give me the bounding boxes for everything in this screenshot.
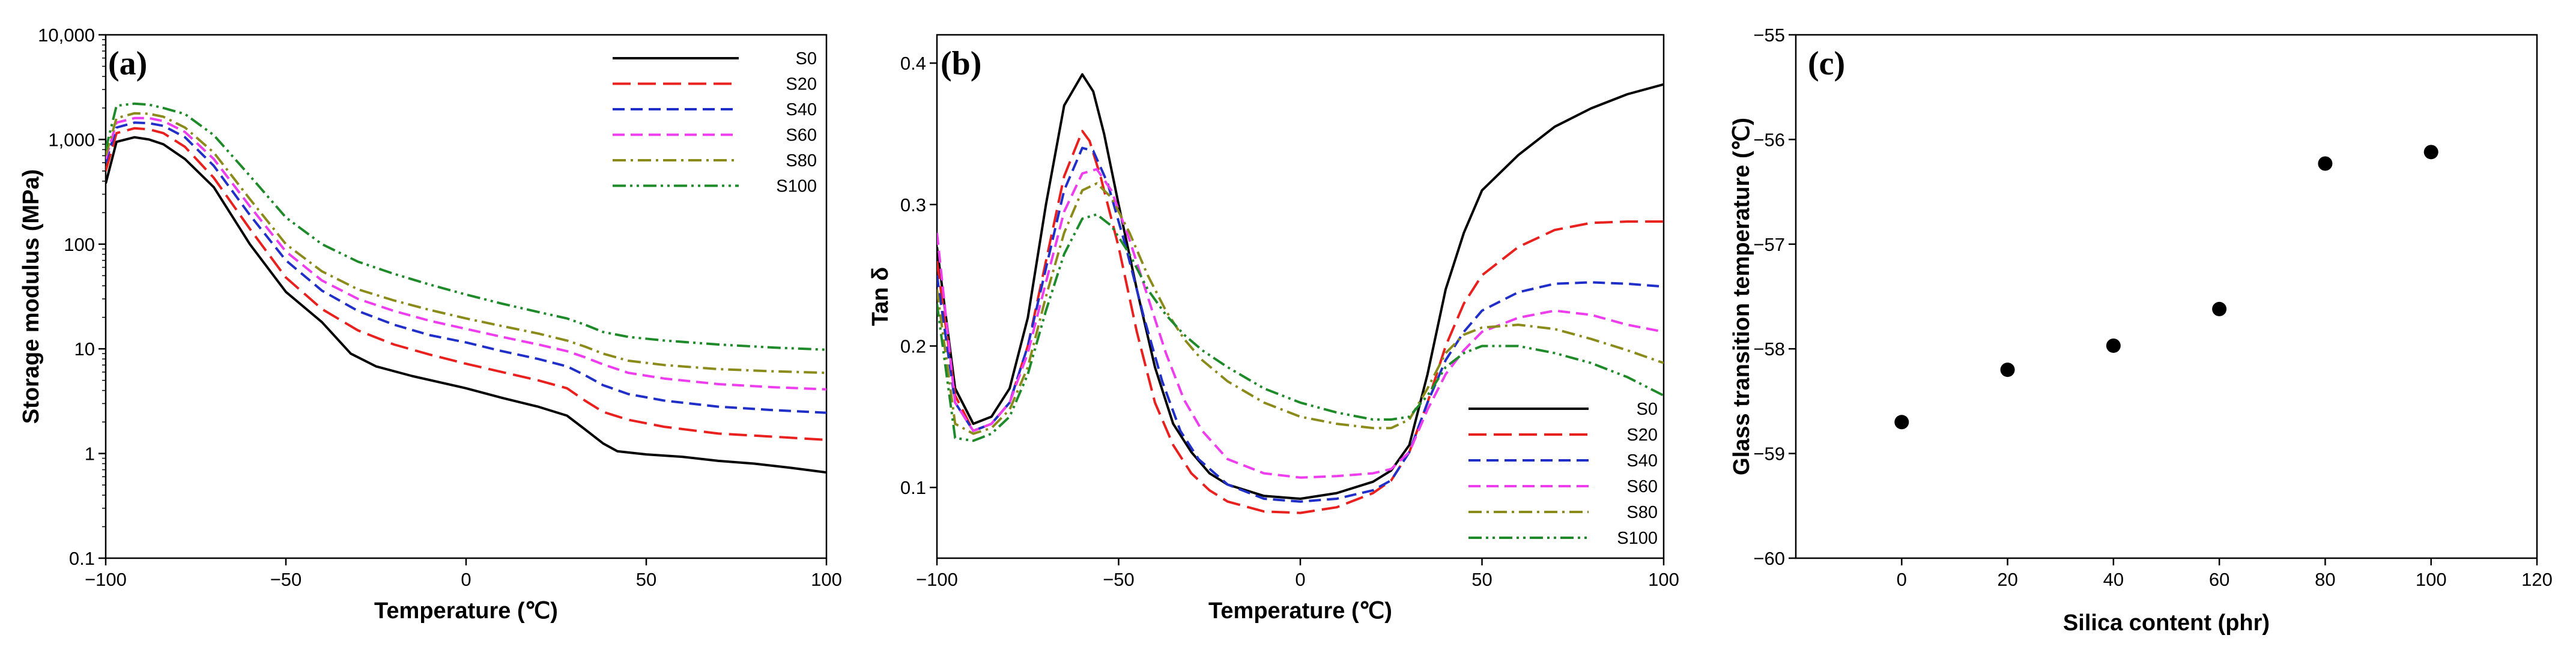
panel-label: (b) bbox=[941, 45, 981, 82]
x-tick-label: 100 bbox=[2416, 569, 2447, 590]
x-tick-label: 0 bbox=[461, 569, 471, 590]
y-tick-label: 100 bbox=[64, 234, 95, 255]
data-point bbox=[1894, 415, 1909, 430]
legend-label-s0: S0 bbox=[1637, 400, 1658, 419]
series-line-s80 bbox=[106, 112, 826, 375]
legend-label-s80: S80 bbox=[786, 151, 817, 170]
y-tick-label: 0.1 bbox=[900, 477, 926, 498]
y-tick-label: 0.3 bbox=[900, 194, 926, 215]
legend-label-s20: S20 bbox=[786, 75, 817, 94]
data-point bbox=[2423, 145, 2438, 160]
series-line-s40 bbox=[106, 121, 826, 414]
legend: S0 S20 S40 S60 S80 S100 bbox=[613, 49, 817, 196]
x-tick-label: 20 bbox=[1997, 569, 2017, 590]
y-tick-label: 0.2 bbox=[900, 336, 926, 357]
panel-b-tan-delta: (b) −100 −50 0 50 100 0.1 0.2 0.3 0.4 Temperatu… bbox=[868, 34, 1679, 624]
x-tick-label: 0 bbox=[1897, 569, 1907, 590]
x-tick-label: −100 bbox=[85, 569, 127, 590]
series-line-s0 bbox=[106, 136, 826, 474]
plot-frame bbox=[1795, 34, 2538, 559]
y-tick-label: 1 bbox=[85, 444, 95, 465]
data-point bbox=[2106, 338, 2121, 353]
x-tick-label: 50 bbox=[636, 569, 656, 590]
data-points bbox=[1894, 145, 2438, 430]
y-tick-label: 10 bbox=[74, 339, 95, 360]
y-tick-label: −58 bbox=[1753, 339, 1785, 360]
y-ticks: −60 −59 −58 −57 −56 −55 bbox=[1753, 25, 1796, 569]
series-line-s60 bbox=[937, 167, 1664, 479]
plot-frame bbox=[105, 34, 828, 559]
x-axis-label: Temperature (℃) bbox=[1208, 598, 1392, 624]
legend-label-s100: S100 bbox=[1617, 529, 1658, 548]
y-tick-label: 0.4 bbox=[900, 53, 926, 74]
panel-a-storage-modulus: (a) −100 −50 0 50 100 0.1 1 10 100 1,000 10,000 T… bbox=[19, 25, 842, 624]
x-tick-label: 100 bbox=[1648, 569, 1679, 590]
series-line-s20 bbox=[106, 127, 826, 441]
y-tick-label: −56 bbox=[1753, 129, 1785, 150]
panel-label: (a) bbox=[108, 45, 147, 82]
legend-label-s20: S20 bbox=[1626, 426, 1658, 445]
x-tick-label: 100 bbox=[811, 569, 842, 590]
y-axis-label: Glass transition temperature (℃) bbox=[1729, 118, 1754, 475]
plot-frame bbox=[936, 34, 1665, 559]
x-tick-label: −100 bbox=[916, 569, 958, 590]
x-tick-label: 50 bbox=[1471, 569, 1492, 590]
x-ticks: −100 −50 0 50 100 bbox=[916, 558, 1679, 590]
data-point bbox=[2318, 156, 2333, 171]
x-axis-label: Temperature (℃) bbox=[374, 598, 558, 624]
y-tick-label: −59 bbox=[1753, 444, 1785, 465]
y-tick-label: 0.1 bbox=[69, 548, 95, 569]
x-tick-label: 120 bbox=[2521, 569, 2553, 590]
legend-label-s80: S80 bbox=[1626, 503, 1658, 522]
data-point bbox=[2212, 301, 2227, 316]
series-line-s100 bbox=[106, 102, 826, 351]
x-tick-label: 80 bbox=[2315, 569, 2335, 590]
x-axis-label: Silica content (phr) bbox=[2063, 610, 2270, 636]
y-ticks: 0.1 1 10 100 1,000 10,000 bbox=[38, 25, 106, 569]
legend-label-s60: S60 bbox=[786, 126, 817, 145]
series-line-s20 bbox=[937, 130, 1664, 514]
x-tick-label: −50 bbox=[1103, 569, 1135, 590]
y-axis-label: Tan δ bbox=[868, 267, 893, 326]
series-line-s80 bbox=[937, 182, 1664, 435]
y-axis-label: Storage modulus (MPa) bbox=[19, 169, 44, 424]
series-lines bbox=[106, 102, 826, 474]
y-tick-label: −57 bbox=[1753, 234, 1785, 255]
legend-label-s60: S60 bbox=[1626, 477, 1658, 496]
legend-label-s0: S0 bbox=[796, 49, 817, 68]
series-line-s60 bbox=[106, 116, 826, 391]
legend-label-s40: S40 bbox=[1626, 451, 1658, 471]
y-tick-label: 10,000 bbox=[38, 25, 95, 46]
x-tick-label: 40 bbox=[2103, 569, 2124, 590]
y-tick-label: 1,000 bbox=[48, 129, 95, 150]
series-lines bbox=[937, 73, 1664, 514]
legend-label-s100: S100 bbox=[776, 177, 817, 196]
y-tick-label: −55 bbox=[1753, 25, 1785, 46]
series-line-s40 bbox=[937, 146, 1664, 503]
legend: S0 S20 S40 S60 S80 S100 bbox=[1468, 400, 1658, 548]
y-ticks: 0.1 0.2 0.3 0.4 bbox=[900, 53, 937, 498]
x-ticks: −100 −50 0 50 100 bbox=[85, 558, 842, 590]
x-tick-label: 60 bbox=[2209, 569, 2229, 590]
x-tick-label: 0 bbox=[1295, 569, 1305, 590]
y-tick-label: −60 bbox=[1753, 548, 1785, 569]
x-tick-label: −50 bbox=[270, 569, 302, 590]
panel-label: (c) bbox=[1808, 45, 1845, 82]
panel-c-glass-transition: (c) 0 20 40 60 80 100 120 −60 −59 −58 −57 −56 −55 S… bbox=[1729, 25, 2553, 636]
legend-label-s40: S40 bbox=[786, 100, 817, 119]
series-line-s100 bbox=[937, 213, 1664, 442]
series-line-s0 bbox=[937, 73, 1664, 500]
x-ticks: 0 20 40 60 80 100 120 bbox=[1897, 558, 2553, 590]
data-point bbox=[2000, 363, 2015, 378]
